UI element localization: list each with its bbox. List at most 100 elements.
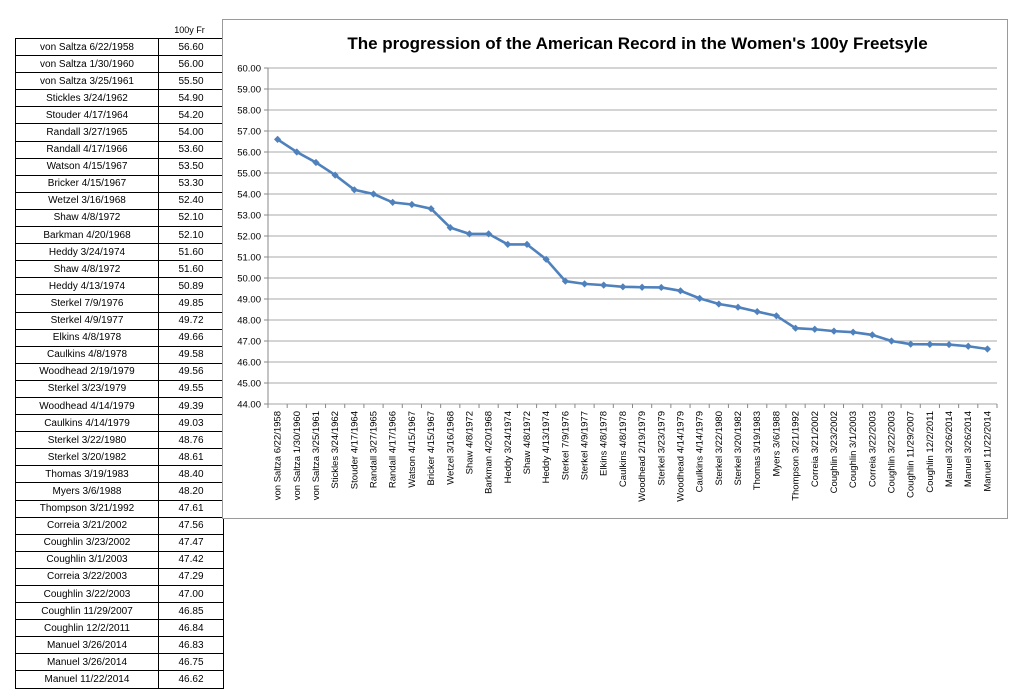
table-row: Randall 3/27/1965 54.00	[15, 123, 224, 142]
record-holder-cell: Heddy 4/13/1974	[15, 277, 159, 296]
record-holder-cell: Manuel 3/26/2014	[15, 653, 159, 672]
table-row: Coughlin 3/1/2003 47.42	[15, 550, 224, 569]
data-point-marker	[849, 328, 857, 336]
data-point-marker	[408, 200, 416, 209]
record-holder-cell: von Saltza 1/30/1960	[15, 55, 159, 74]
x-tick-label: Coughlin 3/23/2002	[829, 411, 840, 493]
record-holder-cell: Elkins 4/8/1978	[15, 328, 159, 347]
data-point-marker	[580, 280, 589, 288]
record-holder-cell: Coughlin 3/22/2003	[15, 584, 159, 604]
record-holder-cell: Sterkel 7/9/1976	[15, 294, 159, 313]
data-point-marker	[619, 283, 627, 291]
x-tick-label: Watson 4/15/1967	[407, 411, 418, 488]
record-time-cell: 52.10	[158, 226, 224, 245]
x-tick-label: Wetzel 3/16/1968	[445, 411, 456, 485]
record-time-cell: 46.84	[158, 619, 224, 638]
x-tick-label: Coughlin 3/1/2003	[848, 411, 859, 488]
y-tick-label: 48.00	[237, 316, 261, 327]
record-time-cell: 49.58	[158, 345, 224, 364]
data-point-marker	[734, 303, 742, 311]
record-time-cell: 47.42	[158, 550, 224, 569]
table-row: Heddy 4/13/1974 50.89	[15, 277, 224, 296]
data-point-marker	[293, 148, 301, 156]
table-row: Correia 3/22/2003 47.29	[15, 567, 224, 587]
record-holder-cell: Manuel 11/22/2014	[15, 670, 159, 689]
x-tick-label: Stouder 4/17/1964	[349, 411, 360, 489]
data-point-marker	[753, 308, 761, 316]
record-holder-cell: Coughlin 11/29/2007	[15, 602, 159, 621]
record-time-cell: 56.00	[158, 55, 224, 74]
record-holder-cell: Watson 4/15/1967	[15, 157, 159, 176]
x-tick-label: Randall 4/17/1966	[388, 411, 399, 488]
data-point-marker	[887, 337, 896, 345]
x-tick-label: Manuel 11/22/2014	[982, 411, 993, 492]
x-axis: von Saltza 6/22/1958 von Saltza 1/30/1960…	[267, 404, 998, 502]
x-tick-label: Caulkins 4/14/1979	[695, 411, 706, 492]
record-holder-cell: Caulkins 4/14/1979	[15, 414, 159, 433]
y-tick-label: 46.00	[237, 358, 261, 369]
y-axis: 44.00 45.00 46.00 47.00 48.00 49.00 50.00 51.00…	[237, 64, 269, 411]
table-row: Sterkel 4/9/1977 49.72	[15, 311, 224, 330]
x-tick-label: von Saltza 1/30/1960	[292, 411, 303, 500]
table-row: Manuel 3/26/2014 46.75	[15, 653, 224, 672]
table-row: Elkins 4/8/1978 49.66	[15, 328, 224, 347]
data-point-marker	[696, 294, 704, 302]
table-row: Stouder 4/17/1964 54.20	[15, 106, 224, 125]
data-point-marker	[830, 327, 838, 335]
data-point-marker	[907, 340, 915, 348]
y-tick-label: 56.00	[237, 148, 261, 159]
record-time-cell: 49.72	[158, 311, 224, 330]
data-point-marker	[715, 300, 723, 308]
data-point-marker	[791, 324, 800, 332]
data-point-marker	[945, 340, 953, 349]
data-point-marker	[523, 240, 531, 248]
y-tick-label: 54.00	[237, 190, 261, 201]
data-point-marker	[772, 312, 780, 320]
table-row: Heddy 3/24/1974 51.60	[15, 243, 224, 262]
record-time-cell: 47.47	[158, 533, 224, 552]
data-point-marker	[427, 205, 435, 213]
table-row: von Saltza 6/22/1958 56.60	[15, 37, 224, 57]
record-holder-cell: Sterkel 3/20/1982	[15, 448, 159, 467]
record-time-cell: 54.90	[158, 89, 224, 108]
x-tick-label: Coughlin 3/22/2003	[886, 411, 897, 493]
record-time-cell: 53.50	[158, 157, 224, 176]
line-chart: The progression of the American Record i…	[237, 34, 998, 502]
x-tick-label: Bricker 4/15/1967	[426, 411, 437, 485]
x-tick-label: Manuel 3/26/2014	[944, 411, 955, 487]
x-tick-label: Thompson 3/21/1992	[791, 411, 802, 501]
x-tick-label: Shaw 4/8/1972	[464, 411, 475, 474]
record-time-cell: 47.61	[158, 499, 224, 518]
data-point-marker	[465, 230, 474, 238]
record-time-cell: 46.75	[158, 653, 224, 672]
x-tick-label: Myers 3/6/1988	[771, 411, 782, 476]
table-row: Correia 3/21/2002 47.56	[15, 516, 224, 535]
table-row: Manuel 11/22/2014 46.62	[15, 670, 224, 689]
record-time-cell: 46.85	[158, 602, 224, 621]
record-holder-cell: Coughlin 12/2/2011	[15, 619, 159, 638]
record-time-cell: 51.60	[158, 243, 224, 262]
y-tick-label: 57.00	[237, 127, 261, 138]
record-holder-cell: Coughlin 3/23/2002	[15, 533, 159, 552]
record-time-cell: 53.30	[158, 174, 224, 193]
record-time-cell: 49.39	[158, 396, 224, 416]
table-row: Sterkel 3/22/1980 48.76	[15, 431, 224, 450]
data-point-marker	[273, 135, 282, 143]
data-point-marker	[926, 340, 934, 348]
x-tick-label: Sterkel 3/20/1982	[733, 411, 744, 485]
data-point-marker	[868, 331, 876, 339]
record-holder-cell: Manuel 3/26/2014	[15, 636, 159, 655]
table-row: Coughlin 3/23/2002 47.47	[15, 533, 224, 552]
y-tick-label: 59.00	[237, 85, 261, 96]
table-row: Coughlin 3/22/2003 47.00	[15, 584, 224, 604]
x-tick-label: Heddy 4/13/1974	[541, 411, 552, 483]
record-holder-cell: Wetzel 3/16/1968	[15, 191, 159, 210]
record-holder-cell: Randall 3/27/1965	[15, 123, 159, 142]
table-row: Shaw 4/8/1972 51.60	[15, 260, 224, 279]
grid-lines	[268, 67, 997, 405]
data-point-marker	[504, 240, 512, 248]
record-holder-cell: Randall 4/17/1966	[15, 140, 159, 159]
record-time-cell: 52.40	[158, 191, 224, 210]
data-point-marker	[485, 230, 493, 238]
y-tick-label: 60.00	[237, 64, 261, 75]
